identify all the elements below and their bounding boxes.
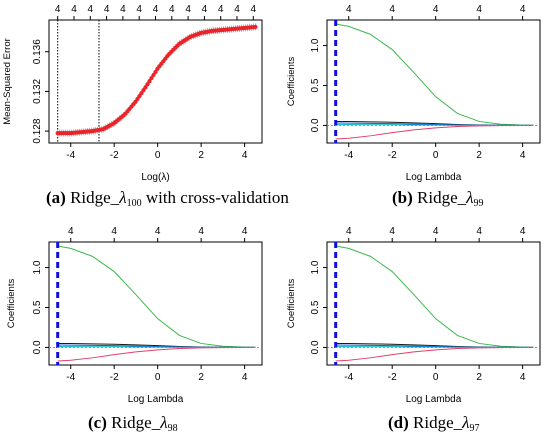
x-tick-label-2: 0	[155, 372, 161, 383]
x-tick-label-1: -2	[110, 372, 119, 383]
top-tick-label-3: 4	[198, 226, 204, 237]
y-tick-label-2: 0.136	[32, 39, 43, 64]
y-axis-label: Coefficients	[286, 57, 297, 107]
top-tick-label-3: 4	[476, 226, 482, 237]
plot-frame	[326, 19, 541, 144]
top-tick-label-4: 4	[520, 4, 526, 15]
coef-path-4	[57, 346, 256, 362]
coef-path-0	[335, 245, 534, 348]
plot-frame	[326, 241, 541, 366]
top-tick-label-10: 4	[218, 4, 224, 15]
x-tick-label-4: 4	[520, 372, 526, 383]
y-tick-label-1: 0.132	[32, 78, 43, 103]
top-tick-label-2: 4	[433, 4, 439, 15]
x-tick-label-2: 0	[433, 150, 439, 161]
x-axis-label: Log Lambda	[406, 172, 462, 183]
x-axis-label: Log(λ)	[141, 172, 169, 183]
plot-frame	[48, 19, 263, 144]
x-tick-label-2: 0	[155, 150, 161, 161]
x-tick-label-0: -4	[344, 372, 353, 383]
y-tick-label-0: 0.0	[32, 340, 43, 354]
top-tick-label-8: 4	[185, 4, 191, 15]
chart-b: -4 -2 0 2 4 Log Lambda 4 4 4 4 4 0.0 0.5 1.0 Coefficie…	[286, 4, 541, 183]
cv-point-46	[147, 79, 152, 84]
x-tick-label-1: -2	[388, 372, 397, 383]
coef-path-0	[335, 23, 534, 126]
x-tick-label-3: 2	[198, 372, 204, 383]
x-tick-label-4: 4	[242, 150, 248, 161]
chart-c: -4 -2 0 2 4 Log Lambda 4 4 4 4 4 0.0 0.5 1.0 Coefficie…	[6, 226, 263, 405]
panel-a: -4 -2 0 2 4 Log(λ) 4 4 4 4 4 4 4 4 4 4 4 4 4 0.128 0.132 0.13…	[0, 0, 275, 215]
x-tick-label-0: -4	[344, 150, 353, 161]
top-tick-label-0: 4	[55, 4, 61, 15]
top-tick-label-4: 4	[242, 226, 248, 237]
cv-point-44	[143, 85, 148, 90]
panel-c: -4 -2 0 2 4 Log Lambda 4 4 4 4 4 0.0 0.5 1.0 Coefficie…	[0, 222, 275, 437]
plot-frame	[48, 241, 263, 366]
chart-d: -4 -2 0 2 4 Log Lambda 4 4 4 4 4 0.0 0.5 1.0 Coefficie…	[286, 226, 541, 405]
cv-point-49	[153, 69, 158, 74]
cv-point-45	[145, 82, 150, 87]
coef-path-4	[335, 124, 534, 140]
top-tick-label-1: 4	[389, 226, 395, 237]
y-axis-label: Coefficients	[286, 279, 297, 329]
x-tick-label-0: -4	[66, 150, 75, 161]
y-tick-label-0: 0.0	[310, 118, 321, 132]
x-axis-label: Log Lambda	[128, 394, 184, 405]
top-tick-label-1: 4	[71, 4, 77, 15]
x-tick-label-1: -2	[388, 150, 397, 161]
panel-d: -4 -2 0 2 4 Log Lambda 4 4 4 4 4 0.0 0.5 1.0 Coefficie…	[280, 222, 550, 437]
caption-c: (c) Ridge_λ98	[88, 413, 178, 434]
top-tick-label-9: 4	[202, 4, 208, 15]
top-tick-label-4: 4	[120, 4, 126, 15]
top-tick-label-3: 4	[104, 4, 110, 15]
y-tick-label-0: 0.128	[32, 118, 43, 143]
top-tick-label-3: 4	[476, 4, 482, 15]
y-tick-label-2: 1.0	[310, 260, 321, 274]
y-tick-label-1: 0.5	[310, 78, 321, 92]
panel-b: -4 -2 0 2 4 Log Lambda 4 4 4 4 4 0.0 0.5 1.0 Coefficie…	[280, 0, 550, 215]
x-tick-label-4: 4	[242, 372, 248, 383]
cv-point-47	[149, 75, 154, 81]
top-tick-label-2: 4	[433, 226, 439, 237]
top-tick-label-2: 4	[88, 4, 94, 15]
cv-point-48	[151, 72, 156, 78]
top-tick-label-0: 4	[68, 226, 74, 237]
top-tick-label-1: 4	[389, 4, 395, 15]
top-tick-label-4: 4	[520, 226, 526, 237]
x-tick-label-4: 4	[520, 150, 526, 161]
caption-a: (a) Ridge_λ100 with cross-validation	[46, 188, 289, 209]
top-tick-label-0: 4	[346, 226, 352, 237]
y-tick-label-1: 0.5	[32, 300, 43, 314]
top-tick-label-6: 4	[153, 4, 159, 15]
y-tick-label-1: 0.5	[310, 300, 321, 314]
x-tick-label-3: 2	[476, 150, 482, 161]
y-tick-label-0: 0.0	[310, 340, 321, 354]
coef-path-0	[57, 245, 256, 348]
cv-point-99	[253, 24, 258, 30]
y-axis-label: Coefficients	[6, 279, 17, 329]
coef-path-4	[335, 346, 534, 362]
caption-b: (b) Ridge_λ99	[392, 188, 484, 209]
top-tick-label-1: 4	[111, 226, 117, 237]
cv-points	[55, 23, 258, 137]
top-tick-label-0: 4	[346, 4, 352, 15]
caption-d: (d) Ridge_λ97	[388, 413, 480, 434]
top-tick-label-7: 4	[169, 4, 175, 15]
x-tick-label-3: 2	[476, 372, 482, 383]
top-tick-label-11: 4	[234, 4, 240, 15]
y-tick-label-2: 1.0	[32, 260, 43, 274]
x-tick-label-0: -4	[66, 372, 75, 383]
top-tick-label-12: 4	[251, 4, 257, 15]
y-tick-label-2: 1.0	[310, 38, 321, 52]
x-tick-label-1: -2	[110, 150, 119, 161]
y-axis-label: Mean-Squared Error	[2, 38, 13, 125]
top-tick-label-5: 4	[136, 4, 142, 15]
x-axis-label: Log Lambda	[406, 394, 462, 405]
x-tick-label-3: 2	[198, 150, 204, 161]
x-tick-label-2: 0	[433, 372, 439, 383]
top-tick-label-2: 4	[155, 226, 161, 237]
